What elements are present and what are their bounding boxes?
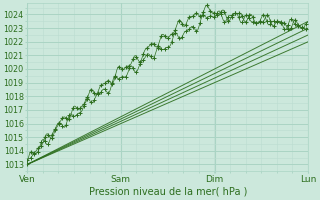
- X-axis label: Pression niveau de la mer( hPa ): Pression niveau de la mer( hPa ): [89, 187, 247, 197]
